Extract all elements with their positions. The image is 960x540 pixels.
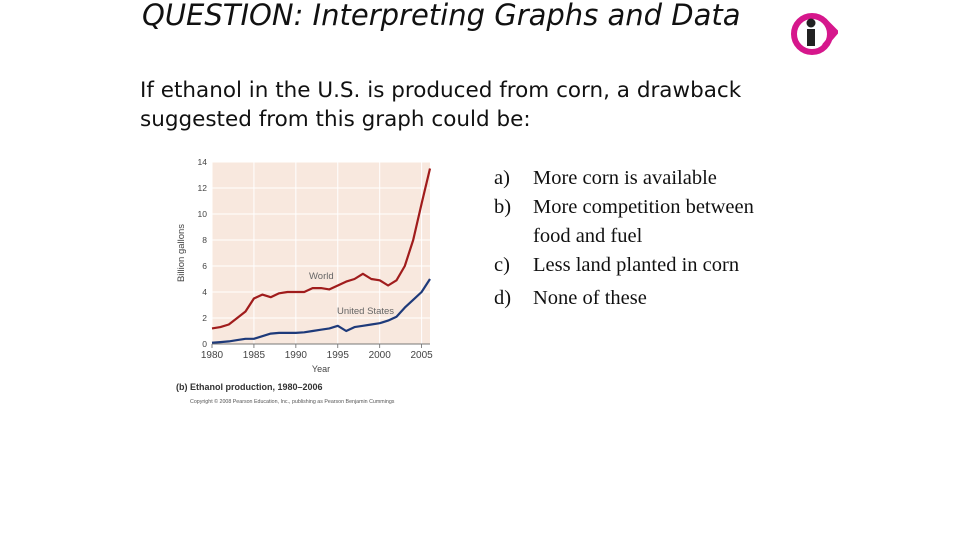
answer-letter: c) <box>494 254 510 276</box>
info-i-logo-icon <box>791 13 838 55</box>
series-label-world: World <box>309 271 334 282</box>
plot-background <box>212 162 430 344</box>
x-tick-label: 2005 <box>410 350 433 361</box>
y-tick-label: 6 <box>202 261 207 271</box>
series-line-world <box>211 168 432 330</box>
x-tick-label: 1990 <box>285 350 308 361</box>
ethanol-production-chart: 0 2 4 6 8 10 12 14 1980 1985 1990 1995 2000 2005 Bil… <box>176 157 433 405</box>
y-tick-label: 10 <box>198 209 208 219</box>
y-tick-label: 4 <box>202 287 207 297</box>
x-tick-label: 1980 <box>201 350 224 361</box>
answer-c[interactable]: c) Less land planted in corn <box>494 251 794 280</box>
slide-title: QUESTION: Interpreting Graphs and Data <box>142 0 741 32</box>
answer-text: None of these <box>533 287 647 309</box>
answer-letter: b) <box>494 196 512 218</box>
chart-copyright: Copyright © 2008 Pearson Education, Inc.… <box>190 398 395 405</box>
x-axis-label: Year <box>312 364 330 374</box>
answer-letter: d) <box>494 287 512 309</box>
x-tick-label: 2000 <box>369 350 392 361</box>
question-text: If ethanol in the U.S. is produced from … <box>140 78 742 132</box>
y-axis-label: Billion gallons <box>176 224 187 282</box>
answer-text: Less land planted in corn <box>533 254 740 276</box>
answer-a[interactable]: a) More corn is available <box>494 164 794 193</box>
answer-text: More competition between food and fuel <box>533 196 754 247</box>
answer-choices: a) More corn is available b) More compet… <box>494 164 794 313</box>
y-tick-label: 0 <box>202 339 207 349</box>
y-tick-label: 14 <box>198 157 208 167</box>
answer-b[interactable]: b) More competition between food and fue… <box>494 193 794 251</box>
x-tick-label: 1995 <box>327 350 350 361</box>
answer-d[interactable]: d) None of these <box>494 284 794 313</box>
chart-caption: (b) Ethanol production, 1980–2006 <box>176 382 323 392</box>
x-tick-label: 1985 <box>243 350 266 361</box>
series-label-united-states: United States <box>337 306 394 317</box>
y-tick-label: 8 <box>202 235 207 245</box>
series-line-united-states <box>211 278 431 344</box>
y-tick-label: 12 <box>198 183 208 193</box>
answer-text: More corn is available <box>533 167 717 189</box>
answer-letter: a) <box>494 167 510 189</box>
y-tick-label: 2 <box>202 313 207 323</box>
